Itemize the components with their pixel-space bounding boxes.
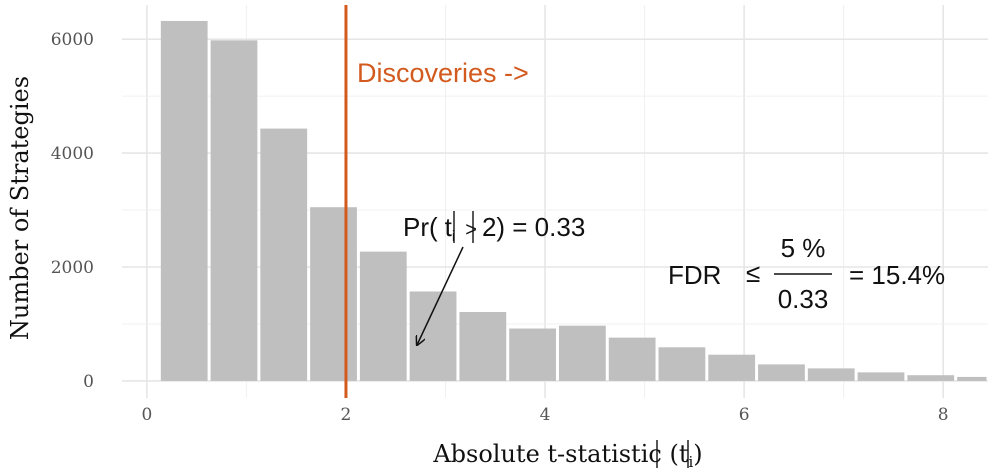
bars xyxy=(160,20,987,381)
probability-annotation: Pr(ti>2) = 0.33 xyxy=(403,212,585,245)
x-axis-title-sub: i xyxy=(688,453,693,471)
probability-rest: 2) = 0.33 xyxy=(482,212,585,242)
fdr-result: = 15.4% xyxy=(849,260,945,290)
histogram-bar-3 xyxy=(260,128,308,381)
histogram-bar-8 xyxy=(509,328,556,381)
x-tick-label: 4 xyxy=(540,405,551,425)
fdr-numerator: 5 % xyxy=(781,233,826,263)
fdr-le: ≤ xyxy=(746,258,760,288)
probability-var: t xyxy=(445,212,453,242)
probability-prefix: Pr( xyxy=(403,212,438,242)
x-axis-title: Absolute t-statistic (ti) xyxy=(432,440,702,471)
x-tick-label: 6 xyxy=(739,405,750,425)
x-axis-title-prefix: Absolute t-statistic ( xyxy=(432,440,678,468)
histogram-bar-2 xyxy=(210,40,258,381)
histogram-bar-15 xyxy=(857,372,905,381)
x-tick-label: 8 xyxy=(938,405,949,425)
fdr-label: FDR xyxy=(668,260,721,290)
y-tick-label: 4000 xyxy=(51,144,94,164)
histogram-bar-11 xyxy=(658,347,706,381)
y-axis-title: Number of Strategies xyxy=(6,76,34,340)
histogram-bar-5 xyxy=(359,251,407,381)
x-tick-labels: 0 2 4 6 8 xyxy=(141,405,948,425)
histogram-bar-7 xyxy=(459,311,507,381)
histogram-bar-13 xyxy=(758,364,805,381)
probability-arrow xyxy=(417,246,464,345)
histogram-bar-9 xyxy=(558,325,606,381)
y-tick-label: 6000 xyxy=(51,30,94,50)
histogram-bar-14 xyxy=(807,368,855,381)
fdr-denominator: 0.33 xyxy=(778,284,829,314)
x-axis-title-var: t xyxy=(679,440,689,468)
y-tick-label: 2000 xyxy=(51,258,94,278)
histogram-bar-4 xyxy=(310,207,357,381)
threshold-label: Discoveries -> xyxy=(357,58,529,88)
histogram-bar-6 xyxy=(409,291,457,381)
histogram-bar-17 xyxy=(957,376,987,381)
y-tick-label: 0 xyxy=(83,372,94,392)
probability-cmp: > xyxy=(465,219,477,241)
x-axis-title-suffix: ) xyxy=(693,440,702,468)
x-tick-label: 2 xyxy=(341,405,352,425)
histogram-bar-10 xyxy=(608,337,656,381)
histogram-bar-1 xyxy=(160,20,208,381)
histogram-bar-12 xyxy=(708,354,756,381)
histogram-bar-16 xyxy=(907,375,955,381)
y-tick-labels: 0 2000 4000 6000 xyxy=(51,30,94,392)
threshold: Discoveries -> xyxy=(344,5,529,398)
x-tick-label: 0 xyxy=(141,405,152,425)
